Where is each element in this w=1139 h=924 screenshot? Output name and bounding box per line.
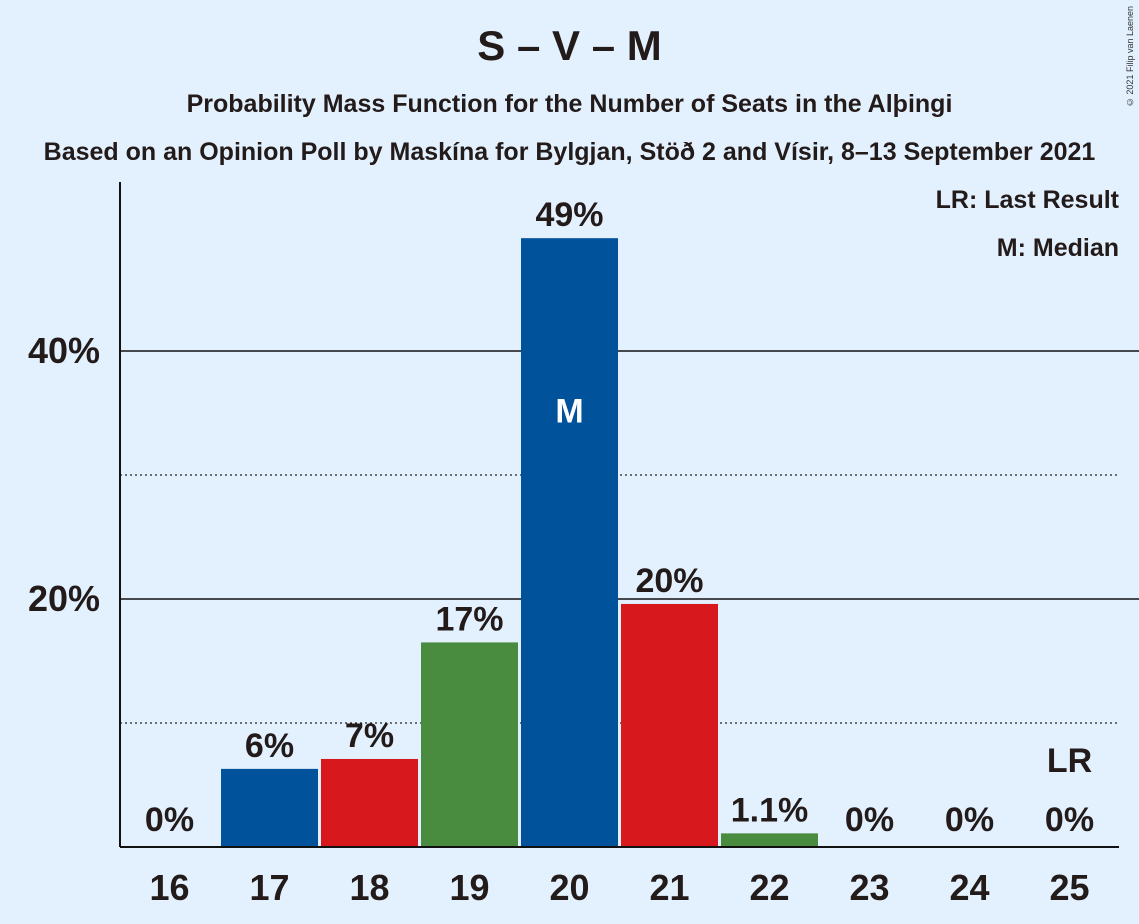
data-label: 7% bbox=[345, 717, 394, 755]
last-result-marker: LR bbox=[1047, 742, 1092, 780]
bar-20 bbox=[521, 238, 618, 847]
bar-21 bbox=[621, 603, 718, 847]
bar-18 bbox=[321, 758, 418, 847]
x-tick-label: 18 bbox=[349, 867, 389, 908]
data-label: 1.1% bbox=[731, 791, 809, 829]
y-tick-label: 20% bbox=[28, 578, 100, 619]
x-tick-label: 22 bbox=[749, 867, 789, 908]
x-tick-label: 25 bbox=[1049, 867, 1089, 908]
data-label: 0% bbox=[145, 801, 194, 839]
x-tick-label: 21 bbox=[649, 867, 689, 908]
data-label: 0% bbox=[845, 801, 894, 839]
y-tick-label: 40% bbox=[28, 330, 100, 371]
chart-subtitle: Probability Mass Function for the Number… bbox=[186, 90, 953, 118]
x-tick-label: 16 bbox=[149, 867, 189, 908]
bar-19 bbox=[421, 642, 518, 847]
x-tick-label: 24 bbox=[949, 867, 989, 908]
legend-median: M: Median bbox=[996, 234, 1119, 262]
x-tick-label: 23 bbox=[849, 867, 889, 908]
data-label: 17% bbox=[435, 600, 503, 638]
x-tick-label: 20 bbox=[549, 867, 589, 908]
x-tick-label: 17 bbox=[249, 867, 289, 908]
data-label: 6% bbox=[245, 727, 294, 765]
bar-17 bbox=[221, 768, 318, 847]
data-label: 0% bbox=[945, 801, 994, 839]
data-label: 20% bbox=[635, 562, 703, 600]
data-label: 0% bbox=[1045, 801, 1094, 839]
chart-title: S – V – M bbox=[477, 22, 662, 69]
chart-source: Based on an Opinion Poll by Maskína for … bbox=[43, 138, 1096, 166]
data-label: 49% bbox=[535, 196, 603, 234]
legend-last-result: LR: Last Result bbox=[935, 186, 1119, 214]
median-marker: M bbox=[555, 393, 583, 431]
bar-22 bbox=[721, 833, 818, 847]
x-tick-label: 19 bbox=[449, 867, 489, 908]
